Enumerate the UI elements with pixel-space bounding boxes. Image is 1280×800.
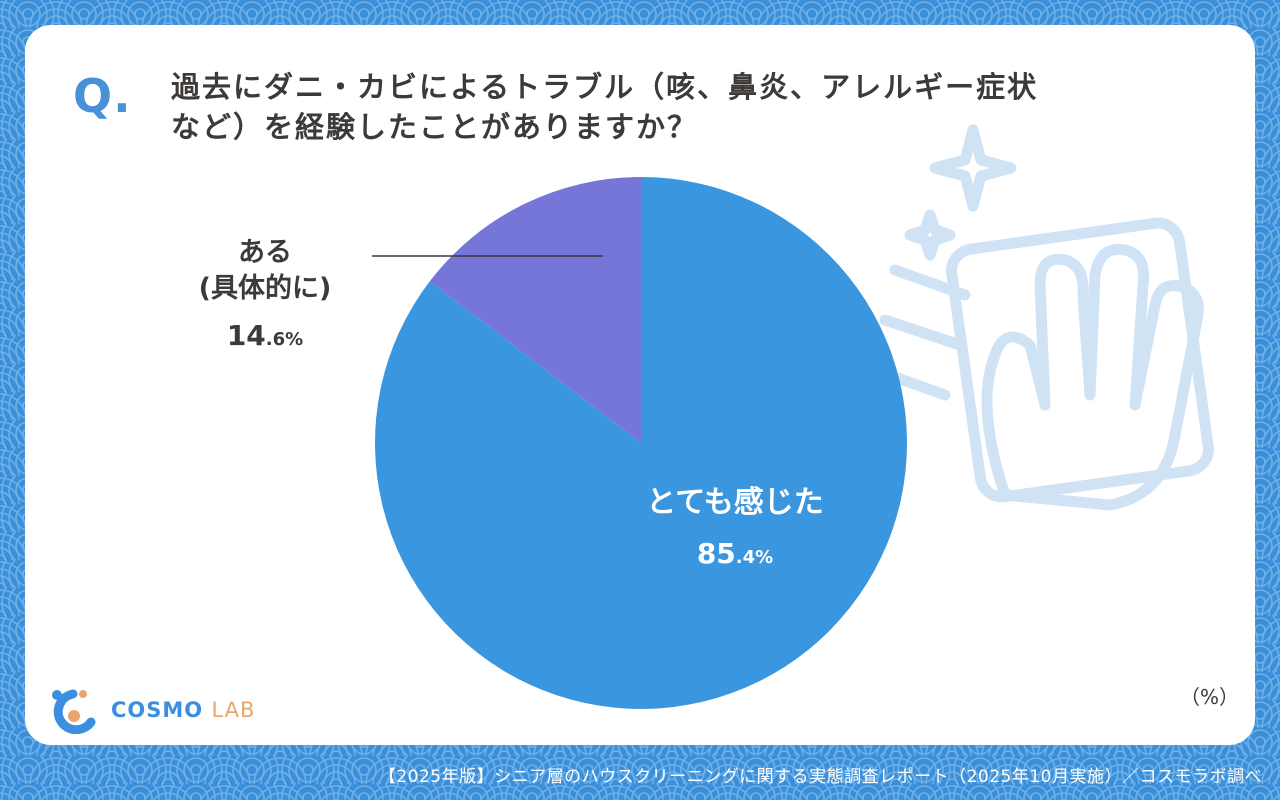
pie-chart [372,177,908,710]
slice-label-aru: ある (具体的に) [198,237,332,304]
slice-value-totemo: 85.4% [696,537,774,570]
slice-label-totemo: とても感じた [646,485,824,520]
cleaning-hand-icon [869,124,1214,511]
logo-text: COSMO LAB [111,698,256,722]
sparkle-small-icon [904,209,956,261]
slice-value-aru: 14.6% [226,319,304,352]
cosmo-lab-logo: COSMO LAB [47,685,255,735]
question-mark: Q. [73,69,132,123]
pie-slice-totemo [375,177,908,710]
question-line-1: 過去にダニ・カビによるトラブル（咳、鼻炎、アレルギー症状 [171,70,1039,104]
question-line-2: など）を経験したことがありますか？ [171,110,699,144]
cosmo-lab-logo-icon [52,689,96,734]
question-title: 過去にダニ・カビによるトラブル（咳、鼻炎、アレルギー症状 など）を経験したことが… [171,67,1171,147]
footer-source: 【2025年版】シニア層のハウスクリーニングに関する実態調査レポート（2025年… [378,767,1262,787]
sparkle-icon [929,124,1017,212]
chart-card: Q. 過去にダニ・カビによるトラブル（咳、鼻炎、アレルギー症状 など）を経験した… [25,25,1255,745]
unit-label: （%） [1179,685,1239,709]
pie-slice-aru [429,177,641,443]
